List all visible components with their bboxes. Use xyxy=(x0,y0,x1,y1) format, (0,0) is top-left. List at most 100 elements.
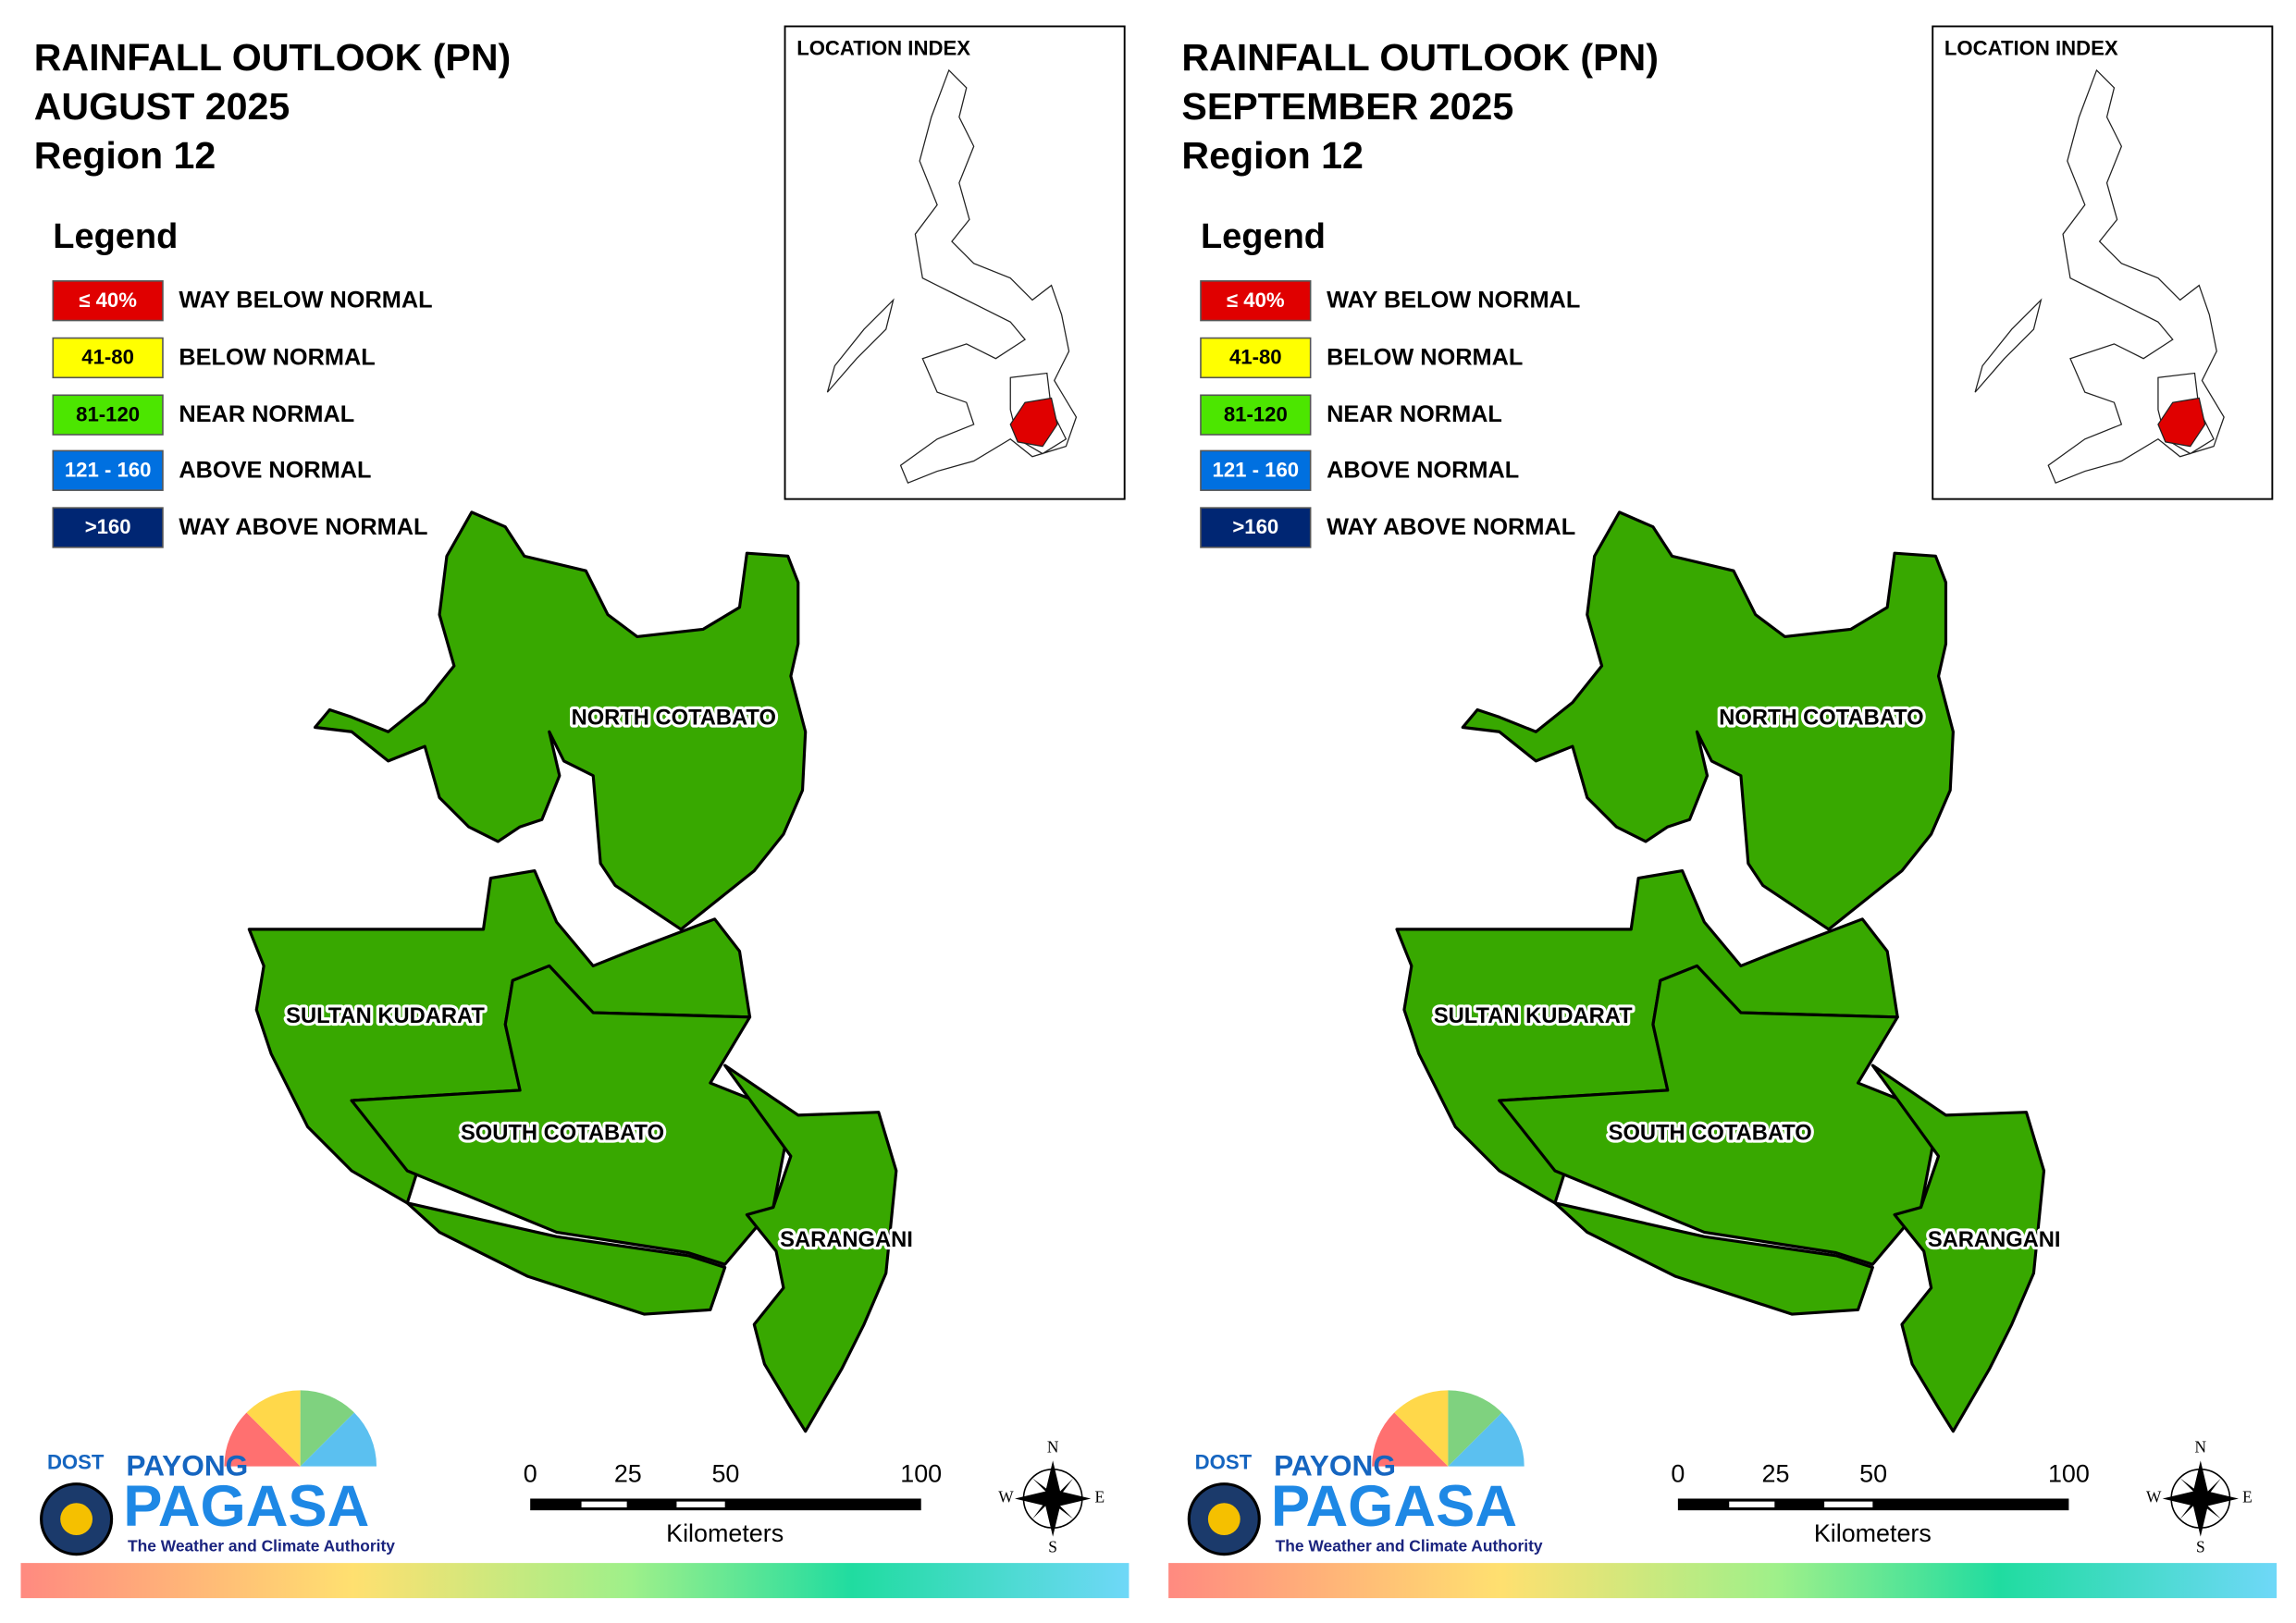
legend-range: >160 xyxy=(85,515,131,538)
legend-swatch xyxy=(1200,280,1312,322)
legend-swatch xyxy=(1200,449,1312,491)
legend-title: Legend xyxy=(1201,217,1326,256)
legend-range: ≤ 40% xyxy=(79,289,137,312)
legend-swatch xyxy=(1200,394,1312,436)
title-line: RAINFALL OUTLOOK (PN) xyxy=(1181,36,1659,79)
logo-tagline: The Weather and Climate Authority xyxy=(128,1536,395,1555)
compass-letter: W xyxy=(998,1487,1014,1506)
legend-range: 81-120 xyxy=(1224,402,1288,425)
legend-label: ABOVE NORMAL xyxy=(1327,457,1519,483)
legend-swatch xyxy=(1200,337,1312,379)
legend-label: WAY BELOW NORMAL xyxy=(1327,288,1580,314)
scale-segment xyxy=(581,1501,627,1507)
province-area xyxy=(1461,510,1955,931)
legend-range: >160 xyxy=(1232,515,1278,538)
color-band xyxy=(1168,1563,2277,1599)
scale-tick-label: 25 xyxy=(1762,1459,1790,1487)
legend-title: Legend xyxy=(53,217,178,256)
scale-tick-label: 0 xyxy=(1671,1459,1685,1487)
emblem-core xyxy=(60,1503,93,1536)
scale-bar xyxy=(530,1498,921,1511)
compass-star xyxy=(2162,1460,2239,1537)
legend-swatch xyxy=(1200,507,1312,548)
compass-letter: N xyxy=(1047,1438,1059,1457)
compass-letter: E xyxy=(2242,1487,2253,1506)
province-area xyxy=(405,1064,898,1433)
outlook-panel: RAINFALL OUTLOOK (PN) AUGUST 2025 Region 1… xyxy=(20,25,1129,1599)
legend-swatch xyxy=(52,394,164,436)
compass-letter: E xyxy=(1094,1487,1105,1506)
logo-agency: DOST xyxy=(1195,1450,1253,1473)
umbrella-panel xyxy=(1448,1412,1524,1467)
location-title: LOCATION INDEX xyxy=(1944,37,2118,60)
legend-label: WAY ABOVE NORMAL xyxy=(1327,514,1575,540)
legend-range: 121 - 160 xyxy=(65,458,152,481)
legend-swatch xyxy=(52,337,164,379)
legend-range: 41-80 xyxy=(1229,346,1282,369)
legend-label: BELOW NORMAL xyxy=(1327,344,1523,370)
province-label: NORTH COTABATO xyxy=(572,706,776,730)
outlook-panel: RAINFALL OUTLOOK (PN) SEPTEMBER 2025 Regio… xyxy=(1168,25,2277,1599)
philippines-outline xyxy=(1974,68,2225,485)
logo-brand1: PAYONG xyxy=(126,1449,248,1482)
title-line: Region 12 xyxy=(1181,134,1364,177)
province-label: SOUTH COTABATO xyxy=(461,1122,664,1146)
legend-label: NEAR NORMAL xyxy=(179,401,354,427)
province-label: SULTAN KUDARAT xyxy=(1434,1004,1633,1028)
umbrella-panel xyxy=(1394,1390,1449,1467)
location-title: LOCATION INDEX xyxy=(796,37,970,60)
title-line: AUGUST 2025 xyxy=(34,85,290,128)
legend-range: 81-120 xyxy=(76,402,140,425)
legend-swatch xyxy=(52,280,164,322)
scale-tick-label: 100 xyxy=(2048,1459,2090,1487)
legend-label: NEAR NORMAL xyxy=(1327,401,1502,427)
compass-letter: S xyxy=(1048,1537,1057,1555)
province-label: SULTAN KUDARAT xyxy=(286,1004,485,1028)
scale-tick-label: 100 xyxy=(900,1459,942,1487)
compass-letter: N xyxy=(2195,1438,2207,1457)
province-area xyxy=(313,510,808,931)
legend-swatch xyxy=(52,449,164,491)
umbrella-panel xyxy=(1448,1390,1502,1467)
scale-tick-label: 50 xyxy=(711,1459,739,1487)
scale-segment xyxy=(1824,1501,1873,1507)
legend-label: ABOVE NORMAL xyxy=(179,457,371,483)
umbrella-panel xyxy=(224,1412,301,1467)
region12-highlight xyxy=(2157,397,2206,448)
compass-letter: S xyxy=(2196,1537,2205,1555)
emblem-core xyxy=(1207,1503,1241,1536)
scale-segment xyxy=(676,1501,725,1507)
province-label: NORTH COTABATO xyxy=(1719,706,1923,730)
province-label: SOUTH COTABATO xyxy=(1609,1122,1812,1146)
logo-tagline: The Weather and Climate Authority xyxy=(1276,1536,1543,1555)
scale-unit: Kilometers xyxy=(1814,1519,1932,1547)
title-line: Region 12 xyxy=(34,134,216,177)
province-label: SARANGANI xyxy=(780,1228,913,1252)
logo-brand2: PAGASA xyxy=(1271,1474,1517,1539)
scale-tick-label: 50 xyxy=(1859,1459,1887,1487)
logo-brand2: PAGASA xyxy=(123,1474,369,1539)
logo-agency: DOST xyxy=(47,1450,105,1473)
scale-tick-label: 25 xyxy=(614,1459,642,1487)
philippines-outline xyxy=(826,68,1078,485)
scale-tick-label: 0 xyxy=(524,1459,537,1487)
province-area xyxy=(1553,1064,2046,1433)
scale-unit: Kilometers xyxy=(666,1519,784,1547)
compass-letter: W xyxy=(2146,1487,2162,1506)
province-label: SARANGANI xyxy=(1928,1228,2061,1252)
title-line: SEPTEMBER 2025 xyxy=(1181,85,1513,128)
logo-brand1: PAYONG xyxy=(1274,1449,1396,1482)
umbrella-panel xyxy=(1372,1412,1449,1467)
legend-range: ≤ 40% xyxy=(1227,289,1285,312)
umbrella-panel xyxy=(300,1412,377,1467)
region12-highlight xyxy=(1009,397,1058,448)
umbrella-panel xyxy=(246,1390,301,1467)
scale-bar xyxy=(1677,1498,2069,1511)
title-line: RAINFALL OUTLOOK (PN) xyxy=(34,36,512,79)
color-band xyxy=(20,1563,1129,1599)
umbrella-panel xyxy=(300,1390,354,1467)
legend-range: 121 - 160 xyxy=(1213,458,1300,481)
legend-label: WAY BELOW NORMAL xyxy=(179,288,432,314)
legend-label: BELOW NORMAL xyxy=(179,344,375,370)
